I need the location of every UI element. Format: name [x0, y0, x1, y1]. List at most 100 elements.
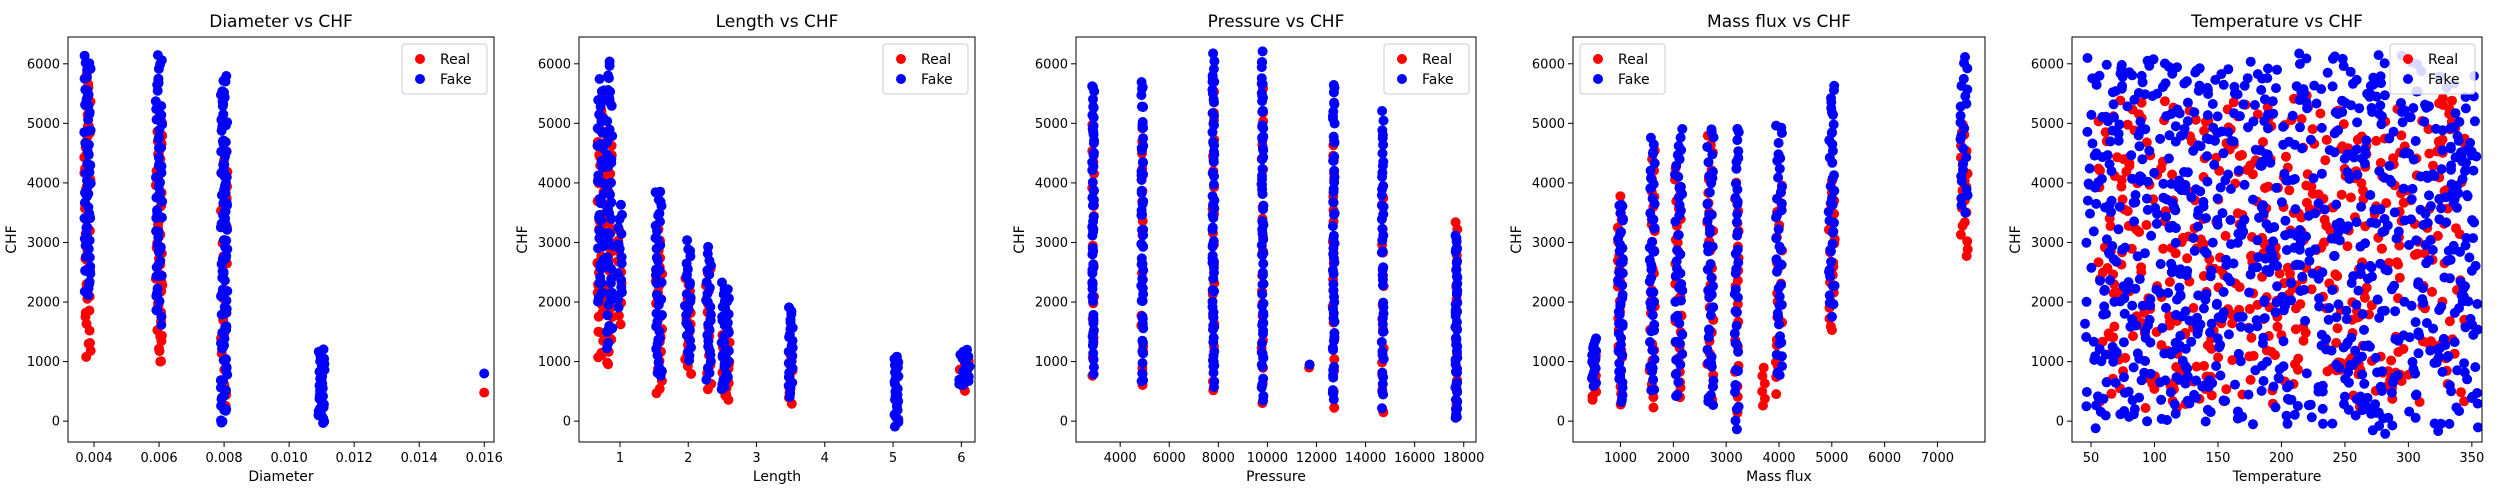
- data-point: [2459, 358, 2470, 369]
- data-point: [2404, 406, 2415, 417]
- data-point: [2144, 145, 2155, 156]
- points-2: [592, 56, 975, 432]
- data-point: [2195, 234, 2206, 245]
- data-point: [1705, 259, 1716, 269]
- x-axis-label: Mass flux: [1746, 469, 1812, 485]
- data-point: [1702, 142, 1713, 152]
- data-point: [2303, 210, 2314, 221]
- data-point: [2086, 262, 2097, 273]
- data-point: [2256, 85, 2267, 95]
- axes-frame: [578, 36, 976, 443]
- data-point: [2243, 122, 2253, 133]
- data-point: [2190, 67, 2201, 78]
- data-point: [2352, 117, 2363, 128]
- points-1: [79, 50, 490, 428]
- data-point: [1673, 377, 1684, 388]
- data-point: [2223, 127, 2234, 138]
- data-point: [2119, 406, 2130, 416]
- data-point: [2212, 333, 2223, 344]
- data-point: [2462, 190, 2472, 200]
- legend: Real Fake: [882, 43, 969, 95]
- data-point: [1648, 147, 1659, 158]
- data-point: [2258, 376, 2269, 386]
- data-point: [2093, 163, 2104, 174]
- data-point: [595, 272, 606, 283]
- data-point: [2106, 195, 2117, 206]
- data-point: [2301, 180, 2312, 191]
- data-point: [219, 167, 230, 178]
- data-point: [1377, 125, 1388, 136]
- data-point: [1088, 369, 1099, 380]
- data-point: [2439, 272, 2450, 283]
- data-point: [2351, 217, 2362, 228]
- data-point: [2415, 171, 2426, 182]
- data-point: [1377, 106, 1388, 116]
- data-point: [1088, 224, 1099, 235]
- data-point: [2251, 315, 2262, 326]
- data-point: [1731, 217, 1742, 228]
- data-point: [2419, 116, 2430, 127]
- data-point: [1209, 149, 1220, 160]
- data-point: [2398, 183, 2409, 194]
- data-point: [1961, 152, 1972, 163]
- data-point: [2341, 305, 2352, 316]
- data-point: [2366, 408, 2377, 419]
- data-point: [1377, 264, 1388, 275]
- x-tick-label: 6: [957, 451, 965, 466]
- data-point: [2414, 330, 2425, 341]
- data-point: [2262, 73, 2273, 84]
- data-point: [2248, 419, 2258, 430]
- data-point: [2327, 418, 2338, 429]
- data-point: [2109, 321, 2120, 332]
- data-point: [216, 376, 227, 387]
- data-point: [1674, 200, 1685, 210]
- data-point: [2220, 230, 2231, 241]
- data-point: [1730, 415, 1741, 426]
- data-point: [1257, 348, 1268, 359]
- data-point: [2290, 204, 2301, 215]
- data-point: [2390, 306, 2401, 317]
- data-point: [2280, 215, 2291, 226]
- x-tick-label: 300: [2396, 451, 2421, 466]
- data-point: [2456, 290, 2467, 301]
- data-point: [2103, 116, 2113, 127]
- data-point: [1329, 297, 1340, 308]
- data-point: [1207, 108, 1218, 119]
- y-axis-label: CHF: [2008, 225, 2024, 253]
- data-point: [1378, 297, 1389, 308]
- data-point: [2108, 99, 2119, 110]
- data-point: [2374, 166, 2385, 177]
- legend-label-real: Real: [921, 52, 951, 68]
- data-point: [2351, 299, 2362, 310]
- data-point: [2198, 303, 2209, 314]
- data-point: [1773, 149, 1784, 160]
- axes-frame: [1075, 36, 1477, 443]
- data-point: [1377, 148, 1388, 159]
- data-point: [1329, 361, 1339, 372]
- data-point: [1088, 120, 1099, 131]
- data-point: [2144, 314, 2155, 325]
- data-point: [2306, 412, 2317, 423]
- data-point: [2186, 192, 2197, 203]
- data-point: [216, 114, 227, 125]
- data-point: [2163, 153, 2174, 164]
- data-point: [2155, 259, 2166, 269]
- chart-title: Mass flux vs CHF: [1707, 12, 1851, 32]
- data-point: [2164, 61, 2174, 72]
- data-point: [1829, 170, 1839, 181]
- data-point: [2090, 351, 2101, 362]
- points-4: [1587, 52, 1973, 435]
- data-point: [2218, 148, 2229, 159]
- data-point: [2142, 55, 2153, 66]
- data-point: [2184, 398, 2195, 409]
- data-point: [2373, 50, 2384, 61]
- data-point: [1677, 329, 1688, 340]
- x-tick-label: 50: [2083, 451, 2100, 466]
- data-point: [2434, 214, 2445, 225]
- data-point: [2333, 299, 2344, 310]
- data-point: [1328, 106, 1339, 117]
- data-point: [2223, 64, 2234, 75]
- data-point: [1087, 277, 1098, 288]
- data-point: [2376, 119, 2387, 130]
- data-point: [1772, 308, 1783, 319]
